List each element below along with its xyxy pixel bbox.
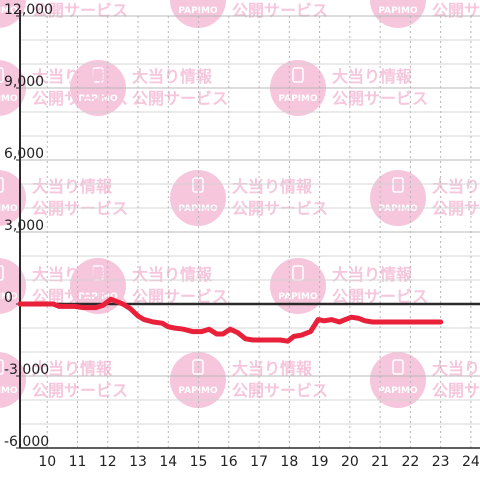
watermark-brand: PAPIMO [378, 6, 418, 16]
x-tick-label: 24 [462, 454, 480, 470]
x-tick-label: 12 [99, 454, 117, 470]
watermark-brand: PAPIMO [378, 204, 418, 214]
watermark-line2: 公開サービス [32, 287, 128, 306]
watermark-logo-circle [270, 258, 326, 314]
watermark-line1: 大当り情報 [232, 177, 313, 196]
y-tick-label: 6,000 [4, 146, 44, 162]
watermark-line1: 大当り情報 [332, 67, 413, 86]
phone-icon [0, 359, 4, 375]
x-tick-label: 19 [311, 454, 329, 470]
phone-icon [0, 177, 4, 193]
phone-icon [192, 177, 204, 193]
phone-icon [392, 359, 404, 375]
watermark-brand: PAPIMO [78, 292, 118, 302]
watermark-brand: PAPIMO [178, 204, 218, 214]
phone-icon [0, 265, 4, 281]
watermark-line2: 公開サービス [132, 287, 228, 306]
x-tick-label: 21 [371, 454, 389, 470]
x-tick-label: 11 [69, 454, 87, 470]
x-tick-label: 16 [220, 454, 238, 470]
watermark-logo-circle [170, 352, 226, 408]
watermark-brand: PAPIMO [0, 292, 18, 302]
watermark-line1: 大当り情報 [32, 359, 113, 378]
x-tick-label: 18 [280, 454, 298, 470]
watermark-line2: 公開サービス [32, 381, 128, 400]
watermark-brand: PAPIMO [0, 386, 18, 396]
watermark-brand: PAPIMO [0, 94, 18, 104]
watermark-line1: 大当り情報 [432, 177, 480, 196]
watermark-line2: 公開サービス [232, 381, 328, 400]
watermark-logo-circle [370, 0, 426, 28]
y-tick-label: -6,000 [4, 434, 49, 450]
x-tick-label: 10 [38, 454, 56, 470]
watermark-logo-circle [0, 0, 26, 28]
phone-icon [192, 359, 204, 375]
watermark-line1: 大当り情報 [232, 359, 313, 378]
watermark-brand: PAPIMO [0, 204, 18, 214]
series-layer [17, 296, 444, 344]
y-tick-label: 3,000 [4, 218, 44, 234]
x-tick-label: 17 [250, 454, 268, 470]
y-tick-label: 12,000 [4, 2, 53, 18]
watermark-line1: 大当り情報 [32, 265, 113, 284]
watermark-brand: PAPIMO [378, 386, 418, 396]
watermark-line2: 公開サービス [132, 89, 228, 108]
watermark-layer: PAPIMO大当り情報公開サービスPAPIMO大当り情報公開サービスPAPIMO… [0, 0, 480, 408]
watermark-brand: PAPIMO [178, 6, 218, 16]
watermark-line2: 公開サービス [432, 381, 480, 400]
watermark-line2: 公開サービス [432, 1, 480, 20]
watermark-line2: 公開サービス [232, 1, 328, 20]
y-tick-label: 9,000 [4, 74, 44, 90]
watermark-line1: 大当り情報 [32, 177, 113, 196]
watermark-line1: 大当り情報 [332, 265, 413, 284]
watermark-brand: PAPIMO [278, 292, 318, 302]
phone-icon [92, 67, 104, 83]
phone-icon [292, 67, 304, 83]
watermark-line1: 大当り情報 [132, 67, 213, 86]
phone-icon [0, 67, 4, 83]
watermark-brand: PAPIMO [0, 6, 18, 16]
watermark-line2: 公開サービス [32, 1, 128, 20]
watermark-line1: 大当り情報 [132, 265, 213, 284]
x-tick-label: 20 [341, 454, 359, 470]
x-tick-label: 22 [401, 454, 419, 470]
watermark-logo-circle [370, 352, 426, 408]
watermark-brand: PAPIMO [278, 94, 318, 104]
x-tick-label: 14 [159, 454, 177, 470]
watermark-line2: 公開サービス [332, 89, 428, 108]
x-tick-label: 13 [129, 454, 147, 470]
axes-layer [16, 10, 480, 449]
watermark-line1: 大当り情報 [32, 67, 113, 86]
y-tick-label: -3,000 [4, 362, 49, 378]
watermark-brand: PAPIMO [78, 94, 118, 104]
x-tick-label: 23 [432, 454, 450, 470]
y-tick-label: 0 [4, 290, 13, 306]
tick-label-layer: -6,000 -3,000 0 3,000 6,000 9,000 12,000 10 11 12… [4, 2, 480, 470]
watermark-logo-circle [170, 0, 226, 28]
watermark-line1: 大当り情報 [432, 359, 480, 378]
watermark-line2: 公開サービス [32, 89, 128, 108]
x-tick-label: 15 [190, 454, 208, 470]
series-line [17, 296, 444, 344]
phone-icon [392, 177, 404, 193]
